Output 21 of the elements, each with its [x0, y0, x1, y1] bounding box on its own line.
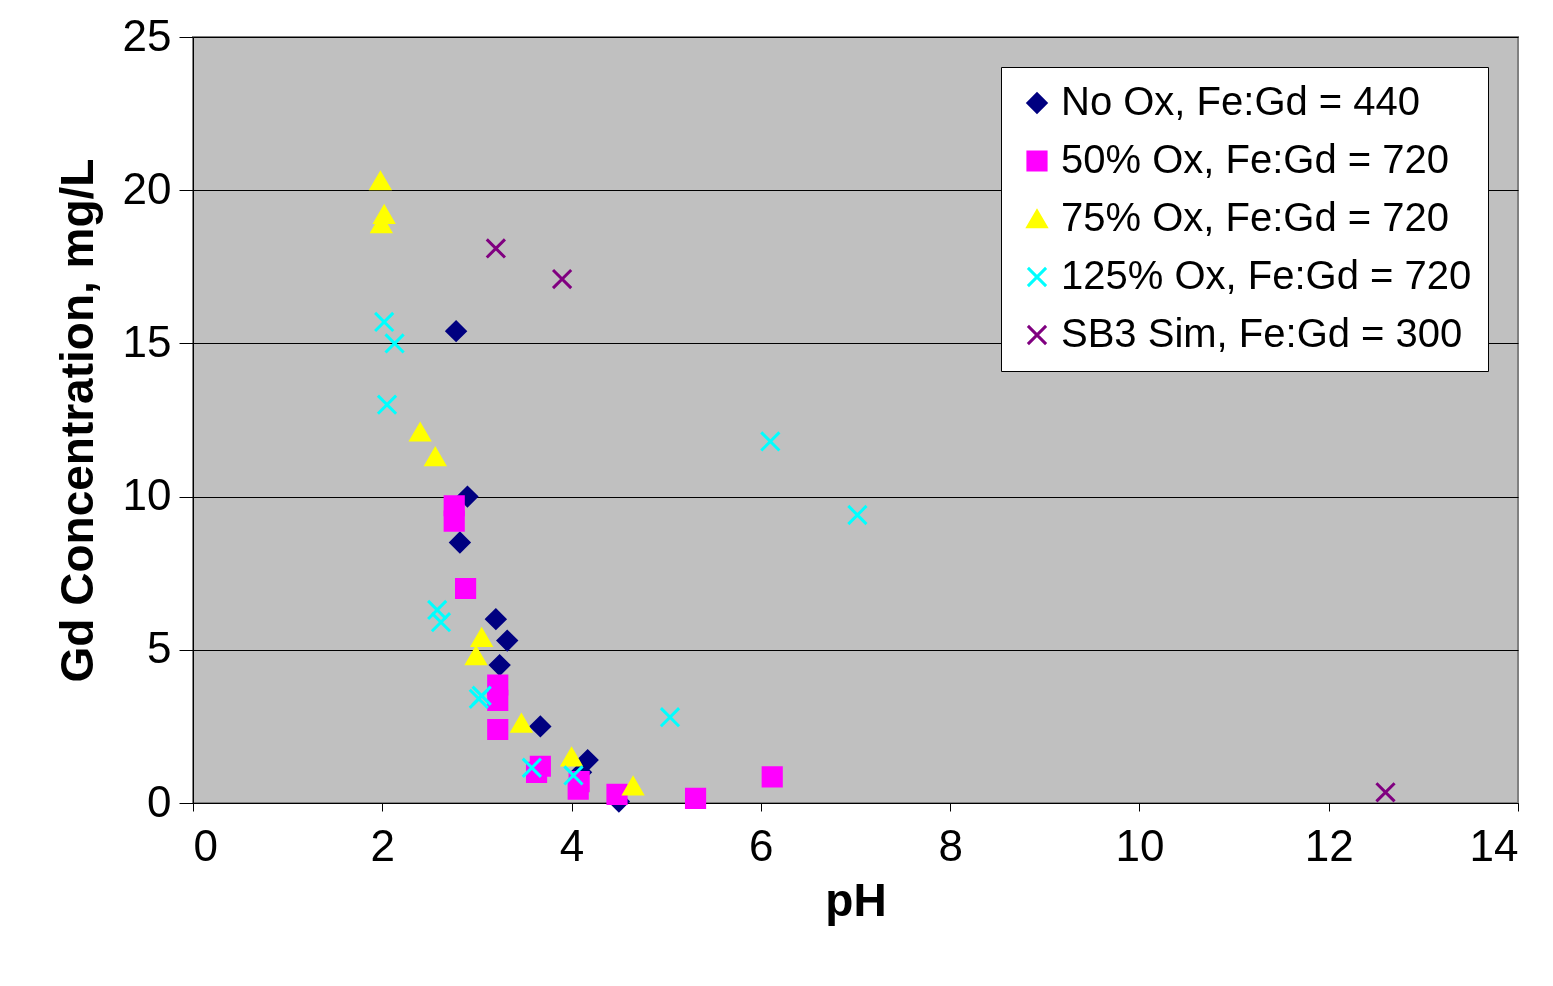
y-tick-label: 20 — [122, 163, 172, 213]
y-tick-label: 0 — [147, 776, 172, 826]
y-tick-label: 25 — [122, 10, 172, 60]
x-tick-label: 0 — [193, 820, 218, 870]
y-axis-title: Gd Concentration, mg/L — [50, 158, 103, 683]
legend-label: 75% Ox, Fe:Gd = 720 — [1061, 195, 1449, 239]
x-tick-label: 4 — [559, 820, 585, 870]
y-tick-label: 15 — [122, 316, 172, 366]
x-tick-label: 12 — [1304, 820, 1354, 870]
x-tick-label: 2 — [370, 820, 396, 870]
x-tick-label: 14 — [1469, 820, 1519, 870]
legend-label: No Ox, Fe:Gd = 440 — [1061, 79, 1421, 123]
y-tick-label: 10 — [122, 470, 172, 520]
y-tick-label: 5 — [147, 623, 172, 673]
x-tick-label: 10 — [1115, 820, 1165, 870]
legend-label: 125% Ox, Fe:Gd = 720 — [1061, 253, 1472, 297]
x-axis-title: pH — [825, 873, 887, 926]
x-tick-label: 8 — [938, 820, 963, 870]
legend-label: 50% Ox, Fe:Gd = 720 — [1061, 137, 1449, 181]
legend-label: SB3 Sim, Fe:Gd = 300 — [1061, 311, 1463, 355]
x-tick-label: 6 — [749, 820, 774, 870]
